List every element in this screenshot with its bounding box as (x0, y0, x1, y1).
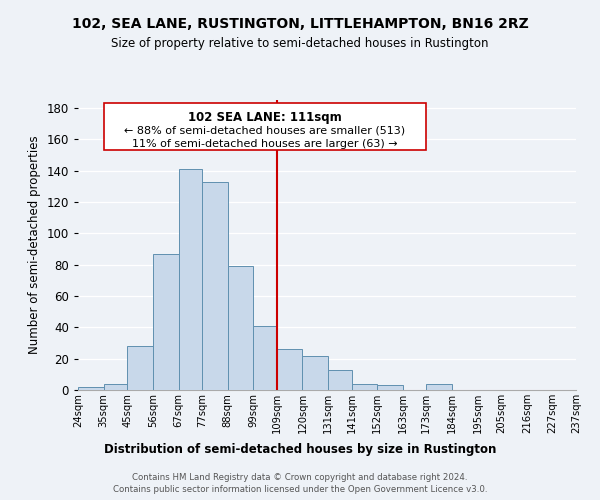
Text: 102, SEA LANE, RUSTINGTON, LITTLEHAMPTON, BN16 2RZ: 102, SEA LANE, RUSTINGTON, LITTLEHAMPTON… (71, 18, 529, 32)
Bar (302, 356, 328, 390)
Bar (179, 169, 202, 390)
Bar (78, 387, 104, 390)
Bar (377, 386, 403, 390)
Bar (127, 346, 153, 390)
Bar (153, 254, 179, 390)
Bar (427, 384, 452, 390)
Bar (328, 370, 352, 390)
Bar (104, 384, 127, 390)
Text: 102 SEA LANE: 111sqm: 102 SEA LANE: 111sqm (188, 111, 342, 124)
Bar (277, 349, 302, 390)
Text: Contains public sector information licensed under the Open Government Licence v3: Contains public sector information licen… (113, 485, 487, 494)
Bar (253, 326, 277, 390)
Text: Distribution of semi-detached houses by size in Rustington: Distribution of semi-detached houses by … (104, 442, 496, 456)
Bar (227, 266, 253, 390)
Text: 11% of semi-detached houses are larger (63) →: 11% of semi-detached houses are larger (… (132, 139, 398, 149)
Text: Size of property relative to semi-detached houses in Rustington: Size of property relative to semi-detach… (111, 38, 489, 51)
Text: ← 88% of semi-detached houses are smaller (513): ← 88% of semi-detached houses are smalle… (124, 125, 406, 135)
Text: Contains HM Land Registry data © Crown copyright and database right 2024.: Contains HM Land Registry data © Crown c… (132, 472, 468, 482)
FancyBboxPatch shape (104, 103, 427, 150)
Bar (352, 384, 377, 390)
Y-axis label: Number of semi-detached properties: Number of semi-detached properties (28, 136, 41, 354)
Bar (202, 182, 227, 390)
